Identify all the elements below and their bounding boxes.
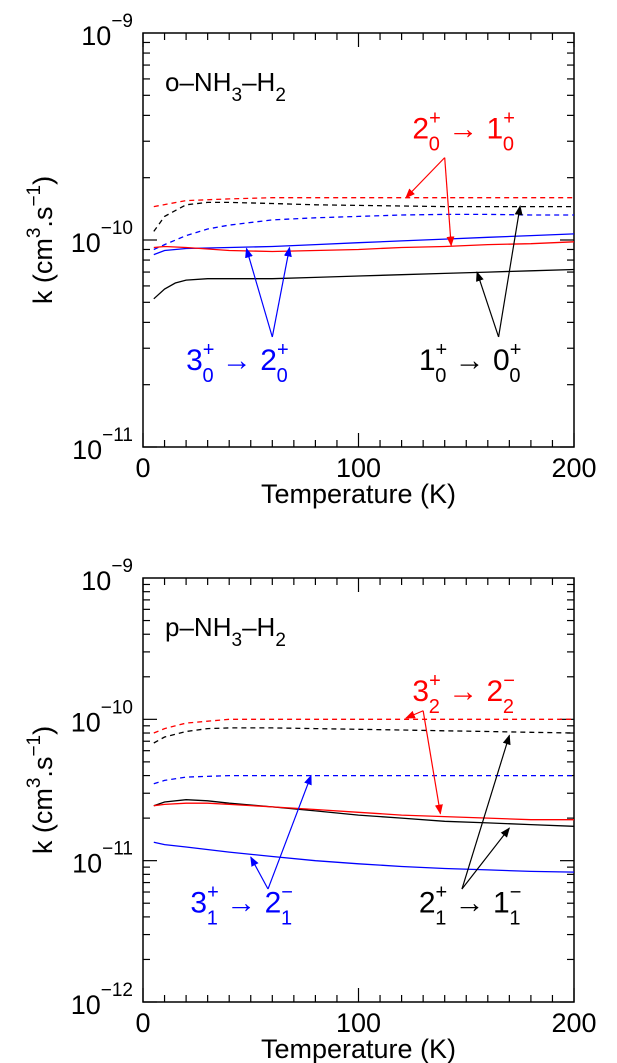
series-red-solid-line — [153, 241, 574, 253]
transition-label-red: 3+ 2 → 2− 2 — [412, 670, 515, 718]
transition-label-black: 1+ 0 → 0+ 0 — [419, 339, 522, 387]
top-panel-o-nh3-h2: 0 100 200 10−11 10−10 10−9 Temperature (K) k (c… — [24, 11, 597, 509]
annotation-arrow-red — [404, 710, 424, 719]
x-tick-label: 200 — [551, 453, 596, 483]
y-tick-label: 10−11 — [72, 425, 133, 465]
annotation-arrow-black — [461, 827, 510, 890]
y-tick-label: 10−10 — [71, 218, 133, 258]
series-black-solid-line — [153, 799, 574, 827]
series-black-dashed-line — [153, 727, 574, 744]
y-tick-label: 10−11 — [72, 839, 133, 879]
y-tick-label: 10−12 — [71, 980, 133, 1020]
series-blue-dashed-line — [153, 774, 574, 785]
x-tick-label: 100 — [336, 453, 381, 483]
series-blue-dashed-line — [153, 213, 574, 251]
bottom-panel-p-nh3-h2: 0 100 200 10−12 10−11 10−10 10−9 Temperature (K… — [24, 556, 597, 1063]
system-label: p–NH3–H2 — [165, 612, 286, 651]
annotation-arrow-red — [405, 157, 446, 199]
annotation-arrow-red — [422, 710, 443, 815]
annotation-arrow-black — [476, 271, 500, 338]
annotation-arrow-blue — [271, 246, 292, 338]
annotation-arrow-black — [497, 204, 523, 338]
series-red-dashed-line — [153, 718, 574, 734]
y-axis-title: k (cm3.s−1) — [24, 726, 58, 854]
annotation-arrow-black — [461, 734, 511, 890]
x-tick-label: 200 — [551, 1008, 596, 1038]
x-tick-label: 100 — [336, 1008, 381, 1038]
transition-label-blue: 3+ 0 → 2+ 0 — [186, 339, 289, 387]
transition-label-blue: 3+ 1 → 2− 1 — [190, 881, 293, 929]
series-black-solid-line — [153, 268, 574, 300]
series-black-dashed-line — [153, 201, 574, 232]
transition-label-black: 2+ 1 → 1− 1 — [419, 881, 522, 929]
y-axis-title: k (cm3.s−1) — [24, 176, 58, 304]
series-red-solid-line — [153, 802, 574, 821]
x-axis-title: Temperature (K) — [261, 479, 456, 509]
x-tick-label: 0 — [135, 453, 150, 483]
y-tick-label: 10−10 — [71, 697, 133, 737]
annotation-arrow-blue — [245, 247, 273, 338]
x-axis-title: Temperature (K) — [261, 1034, 456, 1063]
y-tick-label: 10−9 — [81, 556, 133, 596]
annotation-arrow-blue — [250, 856, 269, 890]
series-blue-solid-line — [153, 841, 574, 873]
x-tick-label: 0 — [135, 1008, 150, 1038]
annotation-arrow-red — [444, 157, 455, 247]
transition-label-red: 2+ 0 → 1+ 0 — [412, 107, 515, 155]
annotation-arrow-blue — [267, 774, 312, 890]
system-label: o–NH3–H2 — [165, 67, 286, 106]
series-blue-solid-line — [153, 233, 574, 256]
y-tick-label: 10−9 — [81, 11, 133, 51]
